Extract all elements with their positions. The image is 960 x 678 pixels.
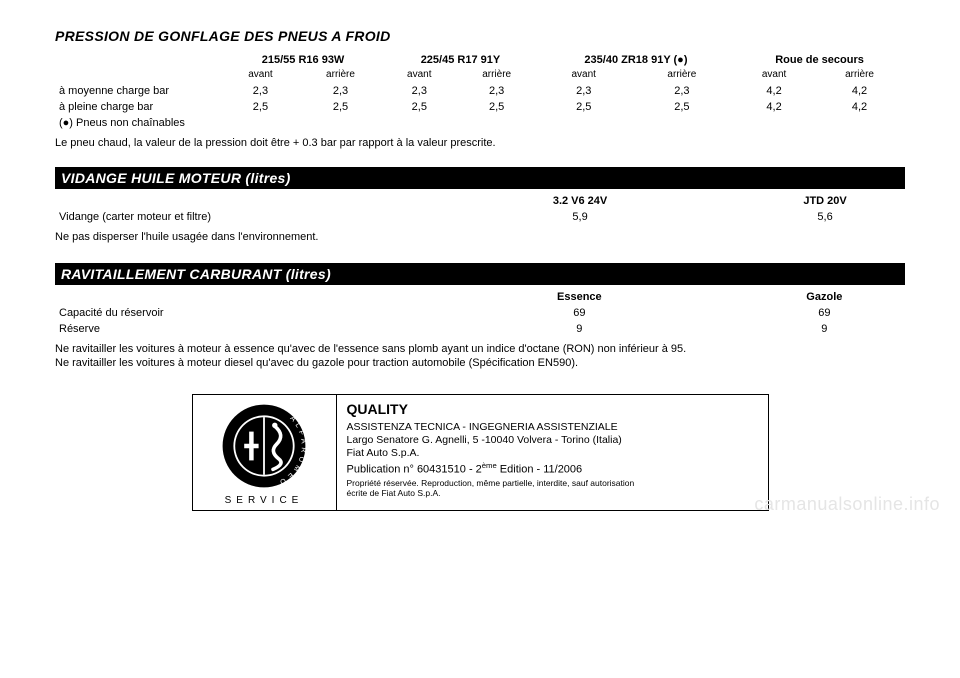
service-label: SERVICE [225, 495, 304, 506]
row-label: à moyenne charge bar [55, 83, 223, 99]
cell: 2,5 [538, 99, 630, 115]
sub-ar: arrière [298, 67, 383, 83]
oil-hdr-1: 3.2 V6 24V [483, 193, 677, 209]
cell: 4,2 [814, 99, 905, 115]
cell: 2,5 [223, 99, 298, 115]
quality-title: QUALITY [347, 401, 758, 419]
cell: 2,5 [630, 99, 734, 115]
tire-col-2: 225/45 R17 91Y [383, 52, 538, 67]
row-label: Vidange (carter moteur et filtre) [55, 209, 483, 225]
oil-section-title: VIDANGE HUILE MOTEUR (litres) [55, 167, 905, 189]
quality-line: Propriété réservée. Reproduction, même p… [347, 478, 758, 488]
cell: 9 [744, 321, 905, 337]
rav-section-title: RAVITAILLEMENT CARBURANT (litres) [55, 263, 905, 285]
logo-cell: A L F A R O M E O SERVICE [193, 395, 337, 510]
cell: 69 [483, 305, 676, 321]
cell: 5,6 [745, 209, 905, 225]
sub-av: avant [734, 67, 814, 83]
sub-av: avant [383, 67, 455, 83]
cell: 9 [483, 321, 676, 337]
tire-col-1: 215/55 R16 93W [223, 52, 383, 67]
oil-note: Ne pas disperser l'huile usagée dans l'e… [55, 231, 905, 245]
quality-publication: Publication n° 60431510 - 2ème Edition -… [347, 461, 758, 477]
cell: 5,9 [483, 209, 677, 225]
table-row: Capacité du réservoir 69 69 [55, 305, 905, 321]
row-label: Capacité du réservoir [55, 305, 483, 321]
row-label: Réserve [55, 321, 483, 337]
pub-part: Publication n° 60431510 - 2 [347, 464, 482, 476]
tire-footnote: (●) Pneus non chaînables [55, 115, 223, 131]
sub-av: avant [223, 67, 298, 83]
sub-ar: arrière [455, 67, 537, 83]
cell: 4,2 [734, 99, 814, 115]
tire-col-4: Roue de secours [734, 52, 905, 67]
cell: 2,3 [383, 83, 455, 99]
oil-table: 3.2 V6 24V JTD 20V Vidange (carter moteu… [55, 193, 905, 225]
cell: 2,5 [383, 99, 455, 115]
tire-table: 215/55 R16 93W 225/45 R17 91Y 235/40 ZR1… [55, 52, 905, 131]
alfa-romeo-logo-icon: A L F A R O M E O [219, 401, 309, 491]
rav-hdr-2: Gazole [744, 289, 905, 305]
oil-hdr-2: JTD 20V [745, 193, 905, 209]
pub-sup: ème [482, 461, 497, 470]
cell: 4,2 [814, 83, 905, 99]
quality-text: QUALITY ASSISTENZA TECNICA - INGEGNERIA … [337, 395, 768, 510]
quality-line: écrite de Fiat Auto S.p.A. [347, 488, 758, 498]
sub-ar: arrière [630, 67, 734, 83]
table-row: Vidange (carter moteur et filtre) 5,9 5,… [55, 209, 905, 225]
sub-ar: arrière [814, 67, 905, 83]
rav-note: Ne ravitailler les voitures à moteur à e… [55, 343, 905, 371]
cell: 2,5 [298, 99, 383, 115]
sub-av: avant [538, 67, 630, 83]
cell: 2,3 [223, 83, 298, 99]
table-row: à moyenne charge bar 2,3 2,3 2,3 2,3 2,3… [55, 83, 905, 99]
row-label: à pleine charge bar [55, 99, 223, 115]
cell: 4,2 [734, 83, 814, 99]
rav-table: Essence Gazole Capacité du réservoir 69 … [55, 289, 905, 337]
pub-part: Edition - 11/2006 [497, 464, 582, 476]
cell: 2,3 [298, 83, 383, 99]
quality-line: Fiat Auto S.p.A. [347, 447, 758, 460]
tire-warm-note: Le pneu chaud, la valeur de la pression … [55, 137, 905, 149]
rav-hdr-1: Essence [483, 289, 676, 305]
cell: 2,3 [630, 83, 734, 99]
tire-title: PRESSION DE GONFLAGE DES PNEUS A FROID [55, 28, 905, 44]
cell: 2,3 [455, 83, 537, 99]
quality-line: Largo Senatore G. Agnelli, 5 -10040 Volv… [347, 434, 758, 447]
quality-line: ASSISTENZA TECNICA - INGEGNERIA ASSISTEN… [347, 421, 758, 434]
table-row: Réserve 9 9 [55, 321, 905, 337]
table-row: à pleine charge bar 2,5 2,5 2,5 2,5 2,5 … [55, 99, 905, 115]
tire-col-3: 235/40 ZR18 91Y (●) [538, 52, 734, 67]
watermark: carmanualsonline.info [754, 494, 940, 515]
table-row: (●) Pneus non chaînables [55, 115, 905, 131]
cell: 2,3 [538, 83, 630, 99]
quality-box: A L F A R O M E O SERVICE QUALITY ASSIST… [192, 394, 769, 511]
cell: 69 [744, 305, 905, 321]
cell: 2,5 [455, 99, 537, 115]
